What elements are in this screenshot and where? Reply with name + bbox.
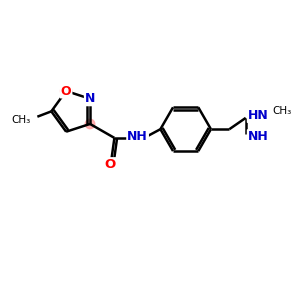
Text: N: N	[85, 92, 95, 105]
Text: HN: HN	[248, 109, 268, 122]
Text: NH: NH	[127, 130, 148, 143]
Circle shape	[85, 119, 95, 129]
Text: CH₃: CH₃	[272, 106, 292, 116]
Text: O: O	[104, 158, 116, 171]
Text: O: O	[61, 85, 71, 98]
Text: CH₃: CH₃	[11, 115, 31, 125]
Circle shape	[85, 94, 95, 104]
Text: NH: NH	[248, 130, 268, 143]
Circle shape	[61, 85, 72, 97]
